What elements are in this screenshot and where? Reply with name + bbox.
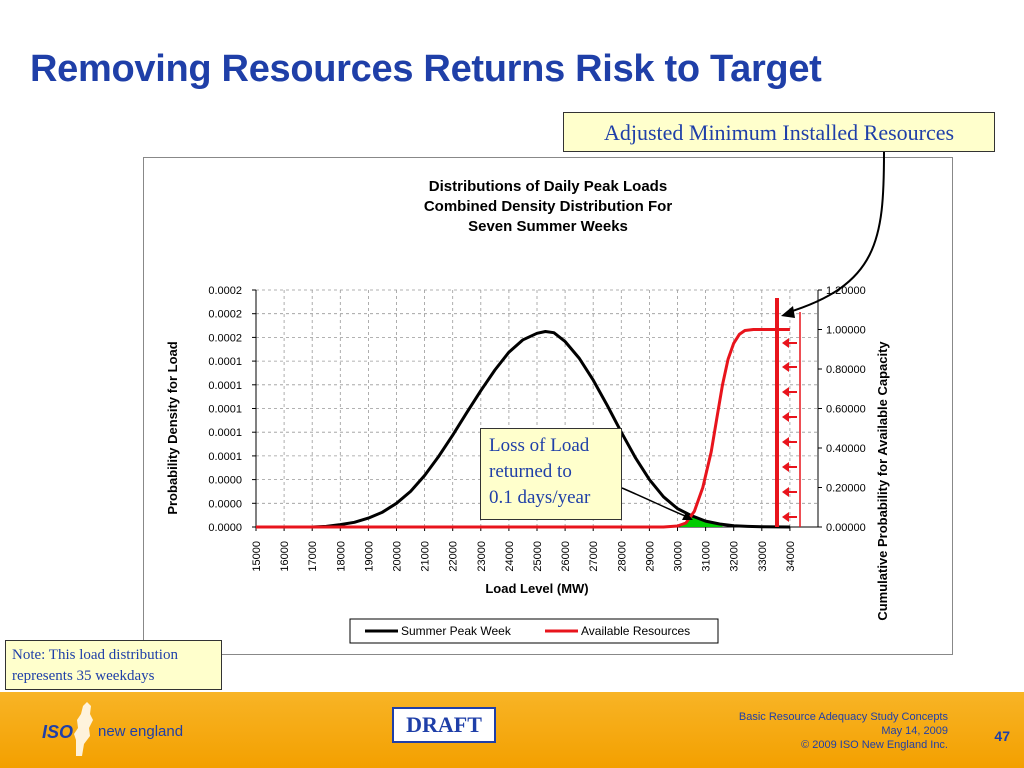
x-tick-label: 26000 — [560, 541, 572, 572]
note-line-2: represents 35 weekdays — [12, 668, 155, 684]
y-right-tick-label: 0.80000 — [826, 364, 866, 376]
y-left-tick-label: 0.0002 — [208, 309, 242, 321]
footer-line-2: May 14, 2009 — [881, 725, 948, 737]
loss-of-load-connector-line — [621, 487, 691, 519]
y-left-tick-label: 0.0000 — [208, 498, 242, 510]
y-axis-right-label: Cumulative Probability for Available Cap… — [875, 341, 890, 621]
y-left-tick-label: 0.0001 — [208, 380, 242, 392]
y-right-tick-label: 0.00000 — [826, 522, 866, 534]
y-left-tick-label: 0.0001 — [208, 404, 242, 416]
legend-label-summer: Summer Peak Week — [401, 624, 512, 638]
x-tick-label: 34000 — [785, 541, 797, 572]
y-left-tick-label: 0.0002 — [208, 332, 242, 344]
chart-legend: Summer Peak Week Available Resources — [349, 618, 719, 644]
loss-of-load-line-3: 0.1 days/year — [489, 487, 591, 508]
note-line-1: Note: This load distribution — [12, 647, 178, 663]
x-tick-label: 15000 — [251, 541, 263, 572]
y-axis-left-label: Probability Density for Load — [165, 341, 180, 514]
iso-logo: ISO — [42, 722, 74, 742]
y-right-tick-label: 0.60000 — [826, 404, 866, 416]
y-left-tick-label: 0.0001 — [208, 356, 242, 368]
x-tick-label: 20000 — [392, 541, 404, 572]
x-tick-label: 23000 — [476, 541, 488, 572]
loss-of-load-line-1: Loss of Load — [489, 435, 590, 456]
chart-title-line: Combined Density Distribution For — [424, 198, 672, 215]
adjusted-connector-arrowhead — [781, 306, 795, 318]
x-tick-label: 16000 — [279, 541, 291, 572]
footer-info: Basic Resource Adequacy Study Concepts M… — [739, 710, 948, 752]
y-right-tick-label: 0.40000 — [826, 443, 866, 455]
x-tick-label: 24000 — [504, 541, 516, 572]
legend-box — [349, 618, 719, 644]
shift-arrowhead — [782, 338, 789, 348]
new-england-map-icon — [74, 702, 93, 756]
shift-arrowhead — [782, 387, 789, 397]
y-left-tick-label: 0.0000 — [208, 522, 242, 534]
x-tick-label: 31000 — [701, 541, 713, 572]
x-tick-label: 28000 — [616, 541, 628, 572]
x-tick-label: 17000 — [307, 541, 319, 572]
x-tick-label: 27000 — [588, 541, 600, 572]
footer-line-1: Basic Resource Adequacy Study Concepts — [738, 711, 948, 723]
x-axis-label: Load Level (MW) — [485, 581, 588, 596]
shift-arrowhead — [782, 462, 789, 472]
loss-of-load-line-2: returned to — [489, 461, 572, 482]
adjusted-resources-callout: Adjusted Minimum Installed Resources — [563, 112, 995, 152]
x-tick-label: 19000 — [363, 541, 375, 572]
x-tick-label: 30000 — [673, 541, 685, 572]
x-tick-label: 33000 — [757, 541, 769, 572]
x-tick-label: 22000 — [448, 541, 460, 572]
shift-arrowhead — [782, 512, 789, 522]
y-right-tick-label: 1.20000 — [826, 285, 866, 297]
x-tick-label: 32000 — [729, 541, 741, 572]
footer-line-3: © 2009 ISO New England Inc. — [801, 739, 948, 751]
shift-arrowhead — [782, 362, 789, 372]
x-tick-label: 29000 — [644, 541, 656, 572]
chart-title: Distributions of Daily Peak Loads Combine… — [424, 178, 672, 235]
shift-arrowhead — [782, 412, 789, 422]
x-tick-label: 21000 — [420, 541, 432, 572]
footer-bar: ISO new england DRAFT Basic Resource Ade… — [0, 692, 1024, 768]
note-callout: Note: This load distribution represents … — [5, 640, 222, 690]
chart-frame — [143, 157, 953, 655]
y-left-tick-label: 0.0001 — [208, 451, 242, 463]
chart-series — [256, 328, 790, 529]
y-left-tick-label: 0.0002 — [208, 285, 242, 297]
y-right-tick-label: 1.00000 — [826, 325, 866, 337]
new-england-logo-text: new england — [98, 723, 184, 740]
y-left-tick-label: 0.0001 — [208, 427, 242, 439]
chart-title-line: Distributions of Daily Peak Loads — [429, 178, 667, 195]
legend-label-resources: Available Resources — [581, 624, 690, 638]
loss-of-load-callout: Loss of Load returned to 0.1 days/year — [480, 428, 622, 520]
y-right-tick-label: 0.20000 — [826, 483, 866, 495]
loss-of-load-arrowhead — [682, 512, 693, 520]
y-left-tick-label: 0.0000 — [208, 475, 242, 487]
chart-title-line: Seven Summer Weeks — [468, 218, 628, 235]
x-tick-label: 25000 — [532, 541, 544, 572]
slide-title: Removing Resources Returns Risk to Targe… — [30, 48, 822, 90]
chart-annotations — [621, 151, 885, 527]
page-number: 47 — [994, 728, 1010, 744]
available-resources-line — [256, 328, 790, 529]
adjusted-connector-line — [785, 151, 885, 314]
draft-label: DRAFT — [392, 707, 496, 743]
shift-arrowhead — [782, 487, 789, 497]
shift-arrowhead — [782, 437, 789, 447]
x-tick-label: 18000 — [335, 541, 347, 572]
